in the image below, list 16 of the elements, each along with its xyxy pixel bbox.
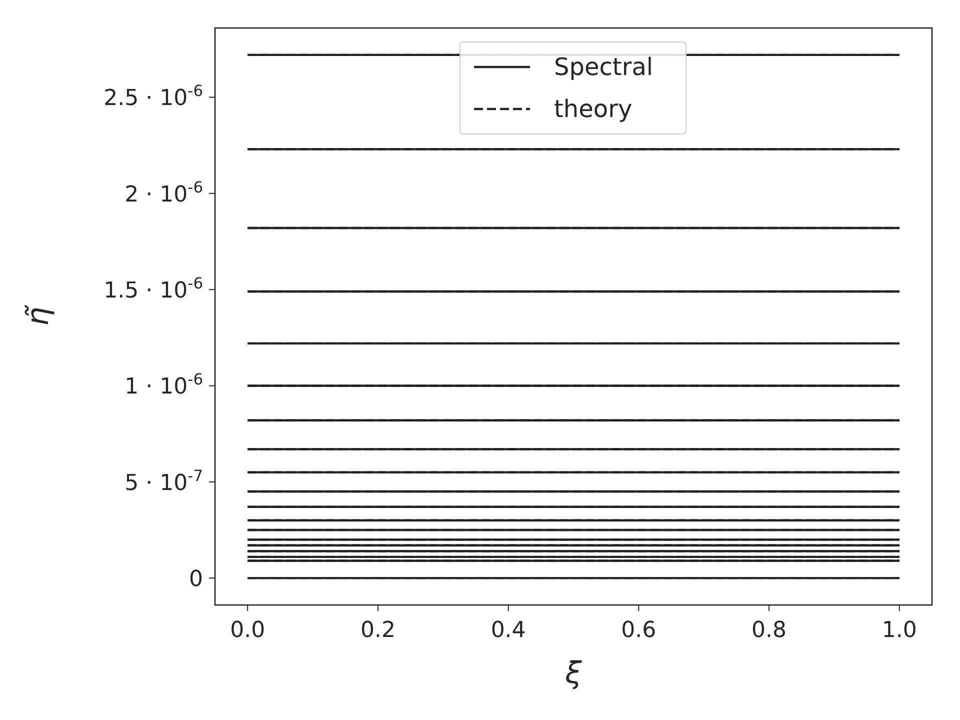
y-tick-label: 0 [189,567,203,592]
y-tick-label: 1.5 · 10$^{-6}$ [104,274,203,304]
x-tick-label: 0.8 [752,618,787,643]
x-tick-label: 0.2 [360,618,396,643]
x-tick-label: 1.0 [882,618,917,643]
y-tick-label: 2 · 10$^{-6}$ [124,178,203,208]
x-tick-label: 0.4 [490,618,526,643]
legend-label: theory [554,95,632,123]
x-tick-label: 0.6 [621,618,656,643]
x-axis-title: ξ [564,656,582,691]
x-tick-label: 0.0 [230,618,266,643]
y-tick-label: 5 · 10$^{-7}$ [124,466,203,496]
y-tick-label: 2.5 · 10$^{-6}$ [104,82,203,112]
y-tick-label: 1 · 10$^{-6}$ [124,370,203,400]
legend-label: Spectral [554,53,654,81]
y-axis-title: η̃ [21,304,56,326]
